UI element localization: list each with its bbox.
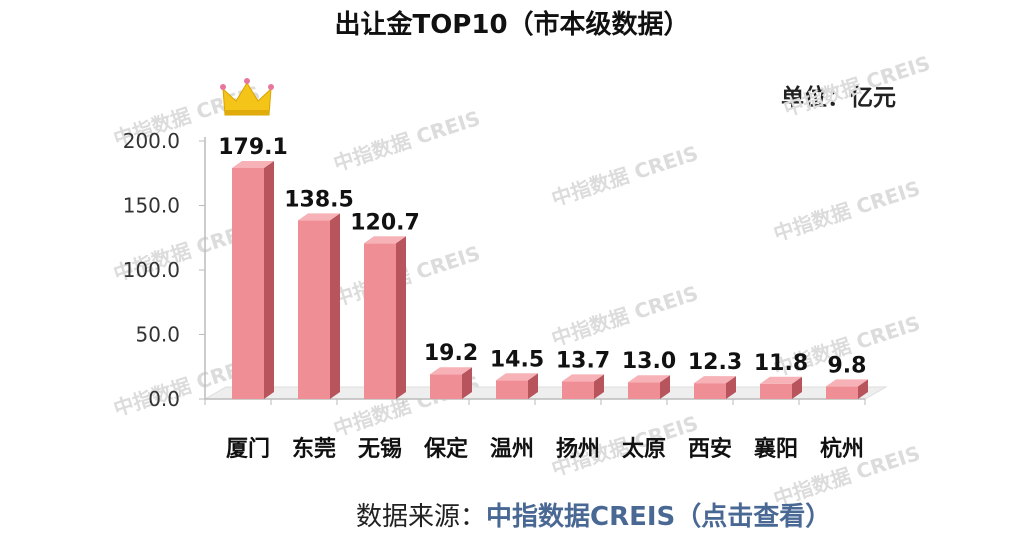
bar-front <box>298 220 330 399</box>
y-tick-label: 100.0 <box>123 258 180 282</box>
bar <box>430 367 472 399</box>
bar-top <box>562 374 604 382</box>
category-label: 温州 <box>490 437 534 462</box>
category-label: 厦门 <box>226 436 270 462</box>
bar-side <box>660 375 670 399</box>
bar-front <box>826 386 858 399</box>
bar-top <box>430 367 472 375</box>
y-tick-label: 50.0 <box>135 323 180 347</box>
bar-value-label: 179.1 <box>218 135 288 160</box>
category-label: 无锡 <box>358 437 402 462</box>
bar <box>232 160 274 399</box>
bar-side <box>396 236 406 399</box>
bar-top <box>694 376 736 384</box>
category-labels: 厦门 东莞 无锡 保定 温州 扬州 太原 西安 襄阳 杭州 <box>226 436 864 462</box>
bar-top <box>760 376 802 384</box>
bar-value-label: 13.0 <box>622 349 676 374</box>
y-tick-label: 0.0 <box>148 387 180 411</box>
bar <box>760 376 802 399</box>
bar <box>496 373 538 399</box>
bar-side <box>594 374 604 399</box>
bar-front <box>562 381 594 399</box>
bar-top <box>628 375 670 383</box>
category-label: 扬州 <box>556 437 600 462</box>
crown-icon <box>220 78 274 116</box>
bar-side <box>528 373 538 399</box>
bar-side <box>726 376 736 399</box>
bar-value-label: 11.8 <box>754 351 808 376</box>
bar-side <box>264 160 274 399</box>
chart-title: 出让金TOP10（市本级数据） <box>334 10 690 40</box>
bar <box>694 376 736 399</box>
bar-top <box>232 160 274 168</box>
bar-value-label: 138.5 <box>284 187 354 212</box>
bar-front <box>430 374 462 399</box>
category-label: 西安 <box>688 436 732 462</box>
crown-shape <box>222 82 272 116</box>
category-label: 保定 <box>423 436 468 462</box>
bar <box>826 379 868 399</box>
bar <box>562 374 604 399</box>
source-prefix: 数据来源： <box>356 502 487 532</box>
crown-jewel <box>268 84 274 90</box>
crown-jewel <box>244 78 250 84</box>
unit-label: 单位：亿元 <box>781 85 896 111</box>
bar-top <box>364 236 406 244</box>
bars <box>232 160 868 399</box>
data-source: 数据来源：中指数据CREIS（点击查看） <box>356 496 831 533</box>
y-tick-label: 150.0 <box>123 194 180 218</box>
crown-band <box>225 110 269 115</box>
bar-front <box>694 383 726 399</box>
bar-value-label: 14.5 <box>490 347 544 372</box>
bar-value-label: 19.2 <box>424 341 478 366</box>
bar-value-label: 13.7 <box>556 348 610 373</box>
category-label: 襄阳 <box>753 436 798 462</box>
category-label: 太原 <box>622 437 666 462</box>
bar-front <box>232 167 264 399</box>
bar <box>628 375 670 399</box>
bar-top <box>496 373 538 381</box>
source-link[interactable]: 中指数据CREIS（点击查看） <box>486 502 832 532</box>
crown-jewel <box>220 84 226 90</box>
bar <box>364 236 406 399</box>
bar-front <box>628 382 660 399</box>
bar-value-label: 120.7 <box>350 210 420 235</box>
bar-top <box>826 379 868 387</box>
bar-front <box>364 243 396 399</box>
bar-front <box>760 383 792 399</box>
bar <box>298 213 340 399</box>
bar-front <box>496 380 528 399</box>
bar-side <box>858 379 868 399</box>
y-tick-label: 200.0 <box>123 129 180 153</box>
bar-side <box>462 367 472 399</box>
bar-value-label: 12.3 <box>688 350 742 375</box>
bar-top <box>298 213 340 221</box>
category-label: 东莞 <box>292 436 336 462</box>
bar-value-label: 9.8 <box>828 353 867 378</box>
y-axis: 0.0 50.0 100.0 150.0 200.0 <box>123 129 206 411</box>
bar-side <box>330 213 340 399</box>
category-label: 杭州 <box>820 436 864 462</box>
bar-side <box>792 376 802 399</box>
